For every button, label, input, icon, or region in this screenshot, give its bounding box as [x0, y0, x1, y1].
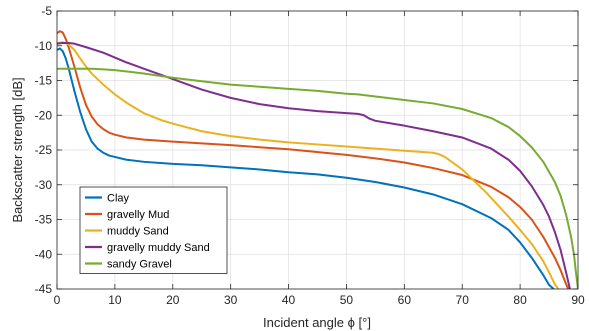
- x-tick-label: 40: [282, 293, 296, 307]
- y-tick-label: -25: [35, 143, 53, 157]
- series-line-muddy-sand: [57, 41, 560, 289]
- y-tick-label: -20: [35, 108, 53, 122]
- series-line-sandy-gravel: [57, 67, 578, 289]
- legend: Clay gravelly Mud muddy Sand gravelly muddy…: [79, 186, 228, 274]
- legend-label: sandy Gravel: [107, 259, 172, 271]
- y-tick-label: -30: [35, 178, 53, 192]
- legend-box: [79, 186, 228, 274]
- x-tick-label: 30: [224, 293, 238, 307]
- x-axis-label: Incident angle ϕ [°]: [263, 315, 371, 330]
- series-layer: [57, 30, 578, 289]
- tick-labels: 0 10 20 30 40 50 60 70 80 90 -45 -40 -35 -30 -25 -20 -15…: [35, 4, 585, 307]
- y-tick-label: -5: [41, 4, 52, 18]
- y-tick-label: -40: [35, 247, 53, 261]
- x-tick-label: 80: [513, 293, 527, 307]
- x-tick-label: 90: [571, 293, 585, 307]
- x-tick-label: 10: [108, 293, 122, 307]
- y-axis-label: Backscatter strength [dB]: [10, 77, 25, 222]
- series-line-clay: [57, 47, 555, 289]
- legend-label: muddy Sand: [107, 226, 169, 238]
- y-tick-label: -10: [35, 39, 53, 53]
- y-tick-label: -45: [35, 282, 53, 296]
- series-line-gravelly-mud: [57, 30, 570, 289]
- axis-ticks: [56, 10, 579, 290]
- legend-label: gravelly muddy Sand: [107, 242, 210, 254]
- x-tick-label: 60: [398, 293, 412, 307]
- y-tick-label: -35: [35, 213, 53, 227]
- y-tick-label: -15: [35, 74, 53, 88]
- series-line-gravelly-muddy-sand: [57, 41, 571, 289]
- legend-label: gravelly Mud: [107, 209, 169, 221]
- legend-label: Clay: [107, 193, 130, 205]
- x-tick-label: 50: [340, 293, 354, 307]
- x-tick-label: 20: [166, 293, 180, 307]
- x-tick-label: 0: [54, 293, 61, 307]
- x-tick-label: 70: [456, 293, 470, 307]
